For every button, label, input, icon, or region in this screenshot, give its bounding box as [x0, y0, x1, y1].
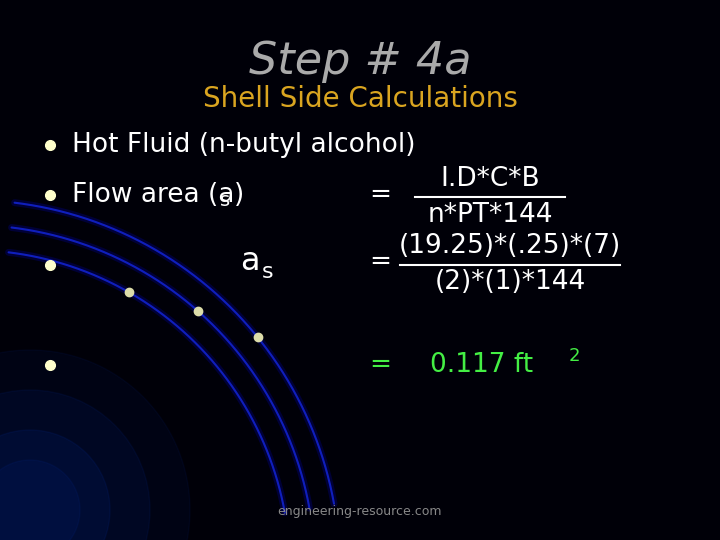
Text: ): ) [235, 182, 245, 208]
Text: 0.117 ft: 0.117 ft [430, 352, 533, 378]
Text: a: a [240, 246, 260, 278]
Text: =: = [369, 182, 391, 208]
Text: I.D*C*B: I.D*C*B [440, 166, 540, 192]
Text: Hot Fluid (n-butyl alcohol): Hot Fluid (n-butyl alcohol) [73, 132, 416, 158]
Text: Shell Side Calculations: Shell Side Calculations [202, 85, 518, 113]
Text: Flow area (a: Flow area (a [73, 182, 235, 208]
Text: n*PT*144: n*PT*144 [427, 202, 553, 228]
Circle shape [0, 390, 150, 540]
Text: =: = [369, 249, 391, 275]
Text: =: = [369, 352, 391, 378]
Circle shape [0, 350, 190, 540]
Text: s: s [220, 191, 230, 210]
Text: Step # 4a: Step # 4a [248, 40, 472, 83]
Text: s: s [262, 262, 274, 282]
Text: (19.25)*(.25)*(7): (19.25)*(.25)*(7) [399, 233, 621, 259]
Circle shape [0, 430, 110, 540]
Circle shape [0, 460, 80, 540]
Text: engineering-resource.com: engineering-resource.com [278, 505, 442, 518]
Text: 2: 2 [569, 347, 580, 365]
Text: (2)*(1)*144: (2)*(1)*144 [434, 269, 585, 295]
